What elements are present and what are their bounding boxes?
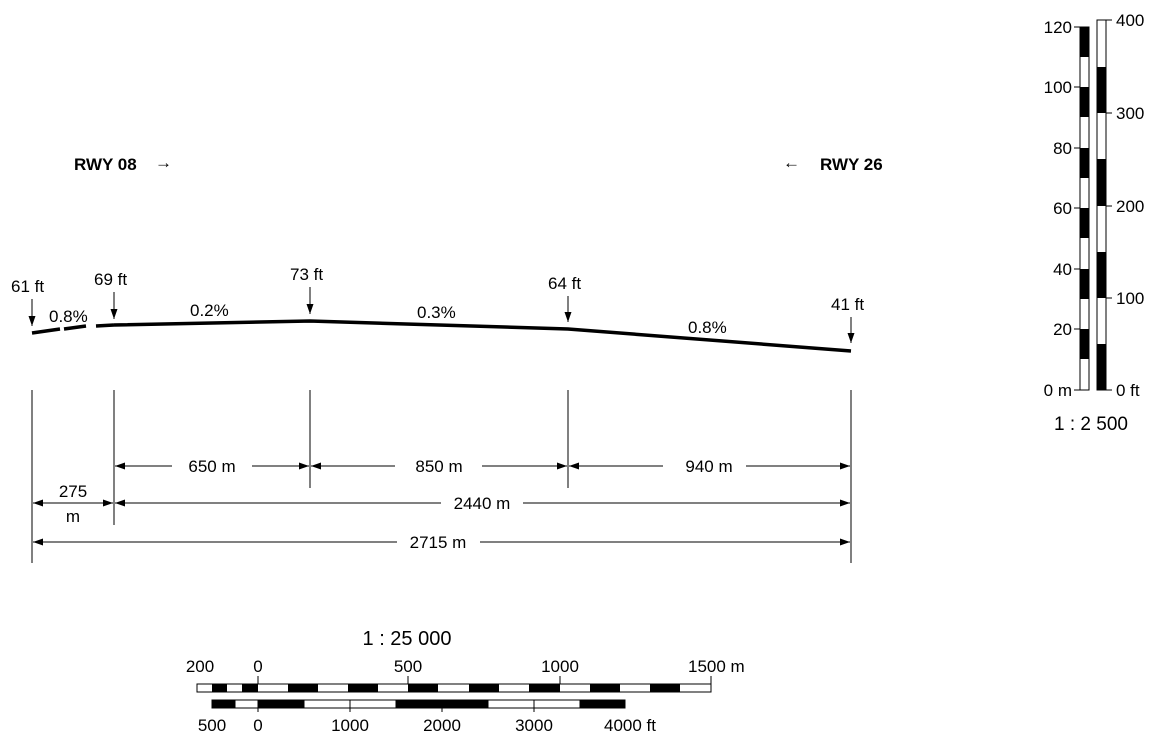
slope-label: 0.3% — [417, 303, 456, 322]
dimension-940: 940 m — [569, 457, 850, 476]
dimension-2715: 2715 m — [33, 533, 850, 552]
dimension-850: 850 m — [311, 457, 567, 476]
scale-tick-label: 500 — [394, 657, 422, 676]
scale-tick-label: 2000 — [423, 716, 461, 735]
dimension-label-bottom: m — [66, 507, 80, 526]
rwy-08-arrow-icon: → — [155, 153, 172, 172]
scale-tick-label: 1000 — [331, 716, 369, 735]
scale-tick-label: 80 — [1053, 139, 1072, 158]
rwy-26-label: RWY 26 — [820, 155, 883, 174]
elevation-label: 73 ft — [290, 265, 323, 284]
vertical-scale-bar: 0 m 20 40 60 80 100 120 0 ft 100 200 300… — [1044, 11, 1145, 435]
scale-tick-label: 500 — [198, 716, 226, 735]
horizontal-scale-bar: 1 : 25 000 200 0 500 1000 1500 m — [186, 628, 745, 735]
runway-profile-line — [31, 319, 852, 353]
scale-tick-label: 300 — [1116, 104, 1144, 123]
scale-tick-label: 1000 — [541, 657, 579, 676]
dimension-label: 2440 m — [454, 494, 511, 513]
scale-tick-label: 0 — [253, 716, 262, 735]
elevation-label: 64 ft — [548, 274, 581, 293]
scale-tick-label: 3000 — [515, 716, 553, 735]
scale-tick-label: 0 m — [1044, 381, 1072, 400]
scale-tick-label: 400 — [1116, 11, 1144, 30]
dimension-label: 940 m — [685, 457, 732, 476]
horizontal-scale-ratio: 1 : 25 000 — [363, 628, 452, 650]
rwy-26-arrow-icon: ← — [783, 153, 800, 172]
scale-tick-label: 200 — [1116, 197, 1144, 216]
scale-tick-label: 200 — [186, 657, 214, 676]
slope-label: 0.8% — [688, 318, 727, 337]
scale-tick-label: 0 — [253, 657, 262, 676]
elevation-marker-1: 61 ft — [11, 277, 44, 326]
scale-tick-label: 4000 ft — [604, 716, 656, 735]
elevation-label: 69 ft — [94, 270, 127, 289]
scale-tick-label: 20 — [1053, 320, 1072, 339]
dimension-label-top: 275 — [59, 482, 87, 501]
scale-tick-label: 40 — [1053, 260, 1072, 279]
slope-label: 0.2% — [190, 301, 229, 320]
elevation-label: 61 ft — [11, 277, 44, 296]
dimension-label: 2715 m — [410, 533, 467, 552]
scale-tick-label: 60 — [1053, 199, 1072, 218]
elevation-marker-4: 64 ft — [548, 274, 581, 322]
extension-lines — [31, 390, 852, 563]
dimension-label: 650 m — [188, 457, 235, 476]
scale-tick-label: 100 — [1044, 78, 1072, 97]
elevation-marker-5: 41 ft — [831, 295, 864, 343]
scale-tick-label: 100 — [1116, 289, 1144, 308]
elevation-marker-2: 69 ft — [94, 270, 127, 319]
vertical-scale-ratio: 1 : 2 500 — [1054, 414, 1128, 435]
dimension-2440: 2440 m — [115, 494, 850, 513]
scale-tick-label: 0 ft — [1116, 381, 1140, 400]
scale-tick-label: 1500 m — [688, 657, 745, 676]
elevation-marker-3: 73 ft — [290, 265, 323, 314]
dimension-label: 850 m — [415, 457, 462, 476]
dimension-650: 650 m — [115, 457, 309, 476]
elevation-label: 41 ft — [831, 295, 864, 314]
scale-tick-label: 120 — [1044, 18, 1072, 37]
slope-label: 0.8% — [49, 307, 88, 326]
rwy-08-label: RWY 08 — [74, 155, 137, 174]
dimension-275: 275 m — [33, 482, 113, 526]
